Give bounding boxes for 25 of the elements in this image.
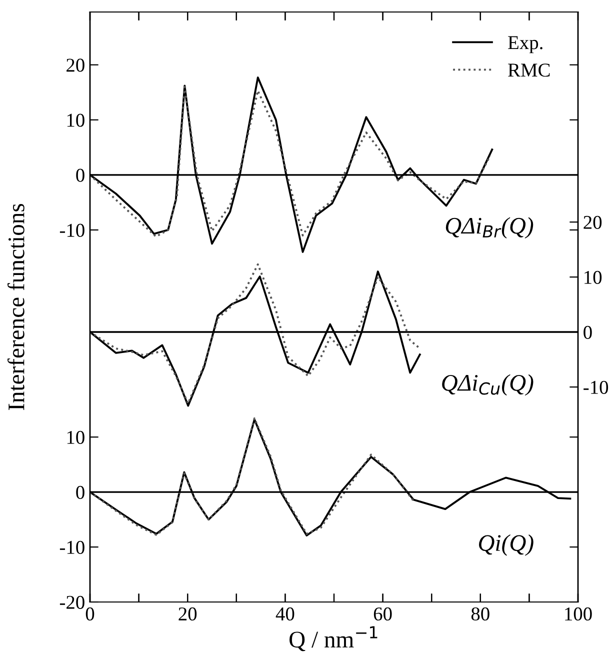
legend-label: Exp. [508,36,542,54]
x-tick-label: 80 [471,607,490,621]
x-axis-title: Q / nm$^{−1}$ [290,626,378,652]
y-tick-label: 0 [76,486,84,499]
y2-tick-label: -10 [584,380,608,394]
y2-tick-label: 20 [584,216,602,229]
x-tick-label: 60 [374,607,392,621]
y-tick-label: 10 [67,114,84,127]
y2-tick-label: 10 [584,270,602,284]
y-tick-label: -10 [60,540,84,554]
y-tick-label: 10 [67,430,84,444]
y-tick-label: -10 [60,224,84,237]
x-tick-label: 0 [86,607,94,621]
annotation: Qi(Q) [478,534,534,556]
y-axis-title: Interference functions [8,204,24,410]
x-tick-label: 40 [276,607,294,621]
annotation: QΔi$_{Br}$(Q) [446,217,534,239]
annotation: QΔi$_{Cu}$(Q) [442,374,534,396]
x-tick-label: 20 [178,607,197,621]
x-tick-label: 100 [565,607,592,621]
y-tick-label: 20 [66,58,84,72]
legend-label: RMC [508,64,550,77]
y-tick-label: -20 [60,596,84,609]
y-tick-label: 0 [76,168,84,182]
y2-tick-label: 0 [584,326,592,339]
